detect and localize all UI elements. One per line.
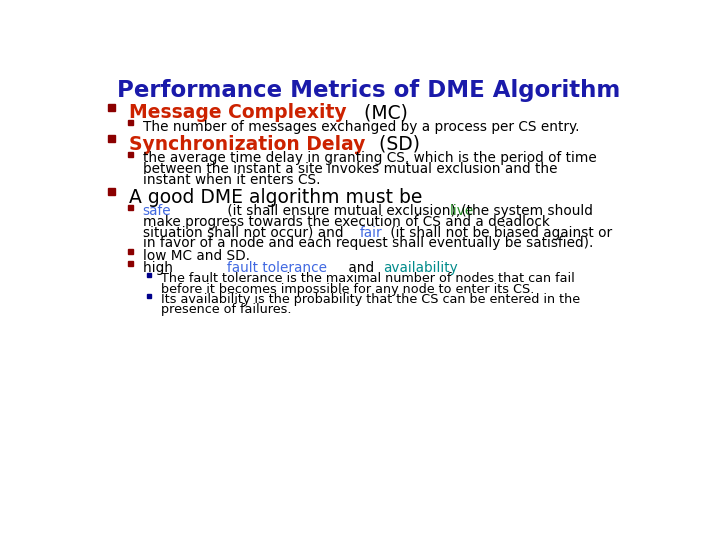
Text: The fault tolerance is the maximal number of nodes that can fail: The fault tolerance is the maximal numbe…	[161, 273, 575, 286]
Text: between the instant a site invokes mutual exclusion and the: between the instant a site invokes mutua…	[143, 162, 557, 176]
Bar	[127, 120, 132, 125]
Text: Its availability is the probability that the CS can be entered in the: Its availability is the probability that…	[161, 293, 580, 306]
Text: (MC): (MC)	[359, 103, 408, 122]
Text: A good DME algorithm must be: A good DME algorithm must be	[129, 188, 422, 207]
Text: situation shall not occur) and: situation shall not occur) and	[143, 226, 348, 240]
Text: fair: fair	[359, 226, 382, 240]
Text: (it shall not be biased against or: (it shall not be biased against or	[386, 226, 612, 240]
Bar	[108, 104, 115, 111]
Text: (it shall ensure mutual exclusion),: (it shall ensure mutual exclusion),	[222, 204, 464, 218]
Bar	[127, 249, 132, 254]
Bar	[127, 152, 132, 157]
Text: the average time delay in granting CS, which is the period of time: the average time delay in granting CS, w…	[143, 151, 596, 165]
Bar	[108, 188, 115, 195]
Text: make progress towards the execution of CS and a deadlock: make progress towards the execution of C…	[143, 215, 549, 229]
Text: Synchronization Delay: Synchronization Delay	[129, 135, 365, 154]
Text: in favor of a node and each request shall eventually be satisfied).: in favor of a node and each request shal…	[143, 237, 593, 251]
Text: The number of messages exchanged by a process per CS entry.: The number of messages exchanged by a pr…	[143, 119, 579, 133]
Text: before it becomes impossible for any node to enter its CS.: before it becomes impossible for any nod…	[161, 282, 534, 295]
Text: (the system should: (the system should	[457, 204, 593, 218]
Bar	[127, 205, 132, 210]
Bar	[127, 261, 132, 266]
Bar	[147, 294, 151, 298]
Bar	[108, 136, 115, 143]
Text: Performance Metrics of DME Algorithm: Performance Metrics of DME Algorithm	[117, 79, 621, 102]
Text: availability: availability	[383, 261, 458, 275]
Text: live: live	[450, 204, 474, 218]
Text: (SD): (SD)	[373, 135, 420, 154]
Text: Message Complexity: Message Complexity	[129, 103, 346, 122]
Text: fault tolerance: fault tolerance	[228, 261, 327, 275]
Text: and: and	[343, 261, 378, 275]
Text: safe: safe	[143, 204, 171, 218]
Text: presence of failures.: presence of failures.	[161, 303, 291, 316]
Text: low MC and SD.: low MC and SD.	[143, 249, 250, 262]
Bar	[147, 273, 151, 277]
Text: high: high	[143, 261, 177, 275]
Text: instant when it enters CS.: instant when it enters CS.	[143, 173, 320, 187]
